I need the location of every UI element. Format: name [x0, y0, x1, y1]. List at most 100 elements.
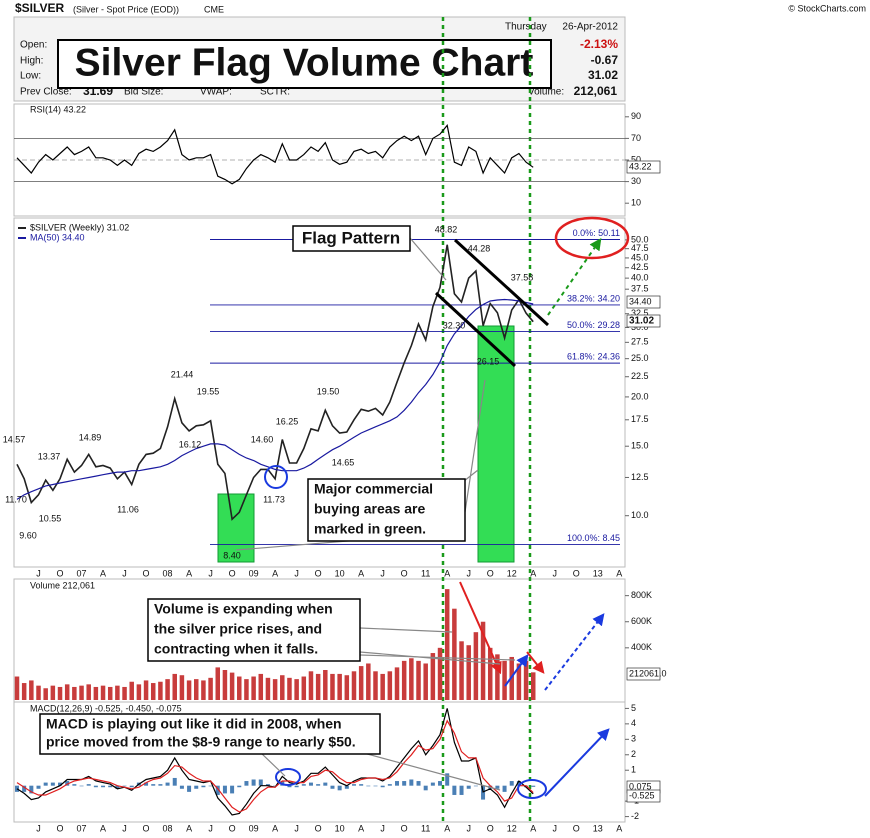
end-label-box: [626, 314, 661, 328]
y-tick-label: 1: [631, 765, 636, 775]
volume-value: 212,061: [574, 84, 618, 98]
bar: [251, 676, 256, 700]
bar: [57, 686, 63, 700]
bar: [330, 673, 335, 700]
callout-text: buying areas are: [314, 501, 425, 517]
y-tick-label: 47.5: [631, 243, 649, 253]
bar: [158, 681, 163, 700]
x-tick-label: A: [444, 823, 450, 833]
bar: [380, 785, 385, 788]
bar: [151, 784, 156, 786]
point-label: 11.73: [263, 494, 285, 504]
x-tick-label: O: [229, 568, 236, 578]
y-tick-label: 10.0: [631, 510, 649, 520]
change-pct: -2.13%: [580, 37, 618, 51]
series-line: [16, 124, 534, 185]
y-tick-label: 20.0: [631, 391, 649, 401]
x-tick-label: 07: [77, 568, 87, 578]
x-tick-label: A: [358, 568, 364, 578]
end-label: 0.075: [629, 781, 652, 791]
bar: [301, 676, 307, 700]
bar: [272, 679, 278, 700]
end-label: 34.40: [629, 296, 652, 306]
point-label: 19.55: [197, 386, 220, 396]
bar: [416, 781, 421, 786]
x-tick-label: J: [466, 823, 471, 833]
bar: [50, 685, 56, 700]
plot-layer: 90 70 50 30 10 RSI(14) 43.22 43.22 50.047.545.0…: [3, 17, 667, 833]
y-tick-label: -2: [631, 811, 639, 821]
x-tick-label: J: [36, 823, 41, 833]
end-label-box: [626, 160, 661, 174]
y-tick-label: 25.0: [631, 353, 649, 363]
x-tick-label: A: [358, 823, 364, 833]
x-tick-label: A: [530, 568, 536, 578]
y-tick-label: 50: [631, 154, 641, 164]
buying-area: [477, 325, 515, 563]
bar: [265, 677, 271, 700]
highlight-circle: [517, 779, 547, 799]
symbol: $SILVER: [15, 1, 64, 15]
point-label: 48.82: [435, 224, 458, 234]
bid-size-label: Bid Size:: [124, 87, 163, 98]
bar: [222, 785, 227, 794]
bar: [316, 784, 321, 786]
bar: [165, 679, 170, 700]
series-line: [16, 719, 534, 813]
x-tick-label: O: [229, 823, 236, 833]
bar: [186, 680, 192, 700]
x-tick-label: J: [466, 568, 471, 578]
y-tick-label: 30: [631, 176, 641, 186]
low-label: Low:: [20, 71, 41, 82]
bar: [330, 785, 335, 789]
x-tick-label: J: [122, 823, 127, 833]
bar: [315, 673, 321, 700]
callout-text: Volume is expanding when: [154, 601, 333, 617]
bar: [344, 675, 350, 700]
y-tick-label: 4: [631, 718, 636, 728]
x-tick-label: 12: [507, 568, 517, 578]
bar: [373, 671, 378, 700]
x-tick-label: 10: [335, 823, 345, 833]
x-tick-label: J: [294, 823, 299, 833]
bar: [230, 785, 235, 794]
x-tick-label: 07: [77, 823, 87, 833]
bar: [516, 781, 521, 786]
point-label: 13.37: [38, 451, 61, 461]
highlight-circle: [554, 216, 630, 260]
bar: [122, 686, 127, 700]
x-tick-label: 13: [593, 568, 603, 578]
series-line: [16, 298, 534, 500]
exchange: CME: [204, 4, 224, 14]
y-tick-label: 12.5: [631, 472, 649, 482]
y-tick-label: 22.5: [631, 371, 649, 381]
bar: [244, 781, 249, 786]
end-label: 31.02: [629, 316, 654, 327]
bar: [459, 641, 464, 700]
change: -0.67: [591, 53, 619, 67]
title-box: [57, 39, 552, 89]
x-tick-label: O: [315, 568, 322, 578]
bar: [323, 782, 328, 786]
x-tick-label: A: [616, 568, 622, 578]
end-label: 212061.0: [629, 668, 667, 678]
point-label: 9.60: [19, 530, 37, 540]
x-tick-label: A: [444, 568, 450, 578]
x-tick-label: J: [294, 568, 299, 578]
arrow: [544, 728, 610, 797]
bar: [215, 785, 220, 795]
bar: [215, 667, 221, 700]
x-tick-label: J: [380, 823, 385, 833]
panel-title: Volume 212,061: [30, 580, 95, 590]
bar: [530, 672, 536, 700]
y-tick-label: 400K: [631, 642, 652, 652]
bar: [208, 785, 213, 787]
x-tick-label: O: [573, 568, 580, 578]
fib-label: 50.0%: 29.28: [567, 320, 620, 330]
bar: [430, 653, 436, 700]
arrow: [504, 654, 529, 687]
bar: [366, 663, 371, 700]
bar: [72, 784, 77, 786]
y-tick-label: 5: [631, 703, 636, 713]
x-tick-label: O: [143, 823, 150, 833]
